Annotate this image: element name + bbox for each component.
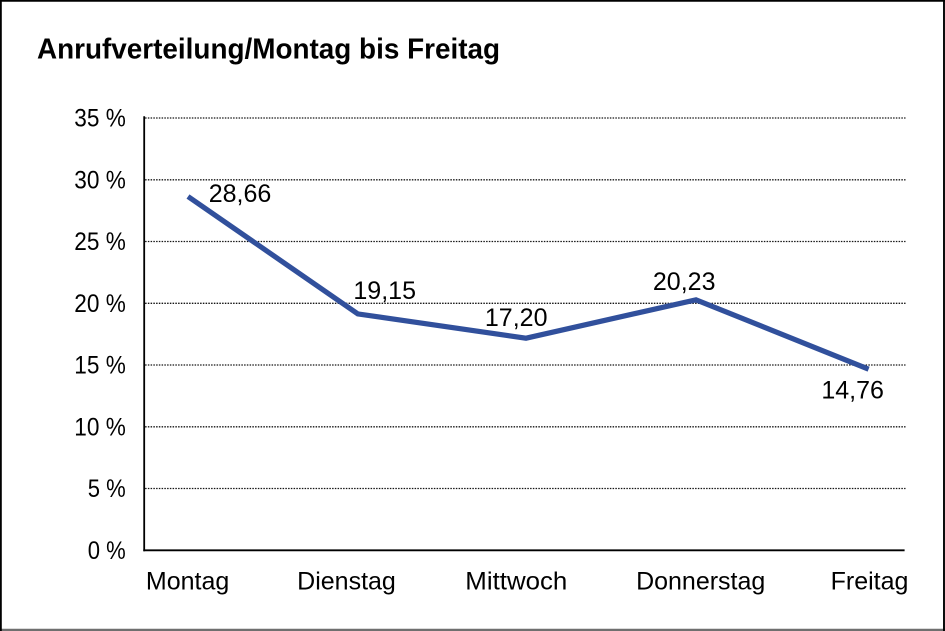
svg-text:Montag: Montag <box>146 568 229 596</box>
svg-text:19,15: 19,15 <box>353 277 416 305</box>
svg-text:20,23: 20,23 <box>653 268 716 296</box>
svg-text:0 %: 0 % <box>88 537 126 565</box>
svg-text:Donnerstag: Donnerstag <box>636 568 765 596</box>
svg-text:17,20: 17,20 <box>485 304 548 332</box>
svg-text:Mittwoch: Mittwoch <box>465 568 567 596</box>
svg-text:35 %: 35 % <box>74 105 126 133</box>
svg-text:28,66: 28,66 <box>209 180 272 208</box>
svg-text:5 %: 5 % <box>88 475 126 503</box>
svg-text:10 %: 10 % <box>74 414 126 442</box>
svg-text:25 %: 25 % <box>74 228 126 256</box>
svg-text:30 %: 30 % <box>74 167 126 195</box>
svg-text:Dienstag: Dienstag <box>297 568 396 596</box>
svg-text:15 %: 15 % <box>74 352 126 380</box>
svg-text:20 %: 20 % <box>74 290 126 318</box>
svg-text:Anrufverteilung/Montag bis Fre: Anrufverteilung/Montag bis Freitag <box>37 34 500 66</box>
svg-text:14,76: 14,76 <box>821 376 884 404</box>
svg-text:Freitag: Freitag <box>831 568 909 596</box>
